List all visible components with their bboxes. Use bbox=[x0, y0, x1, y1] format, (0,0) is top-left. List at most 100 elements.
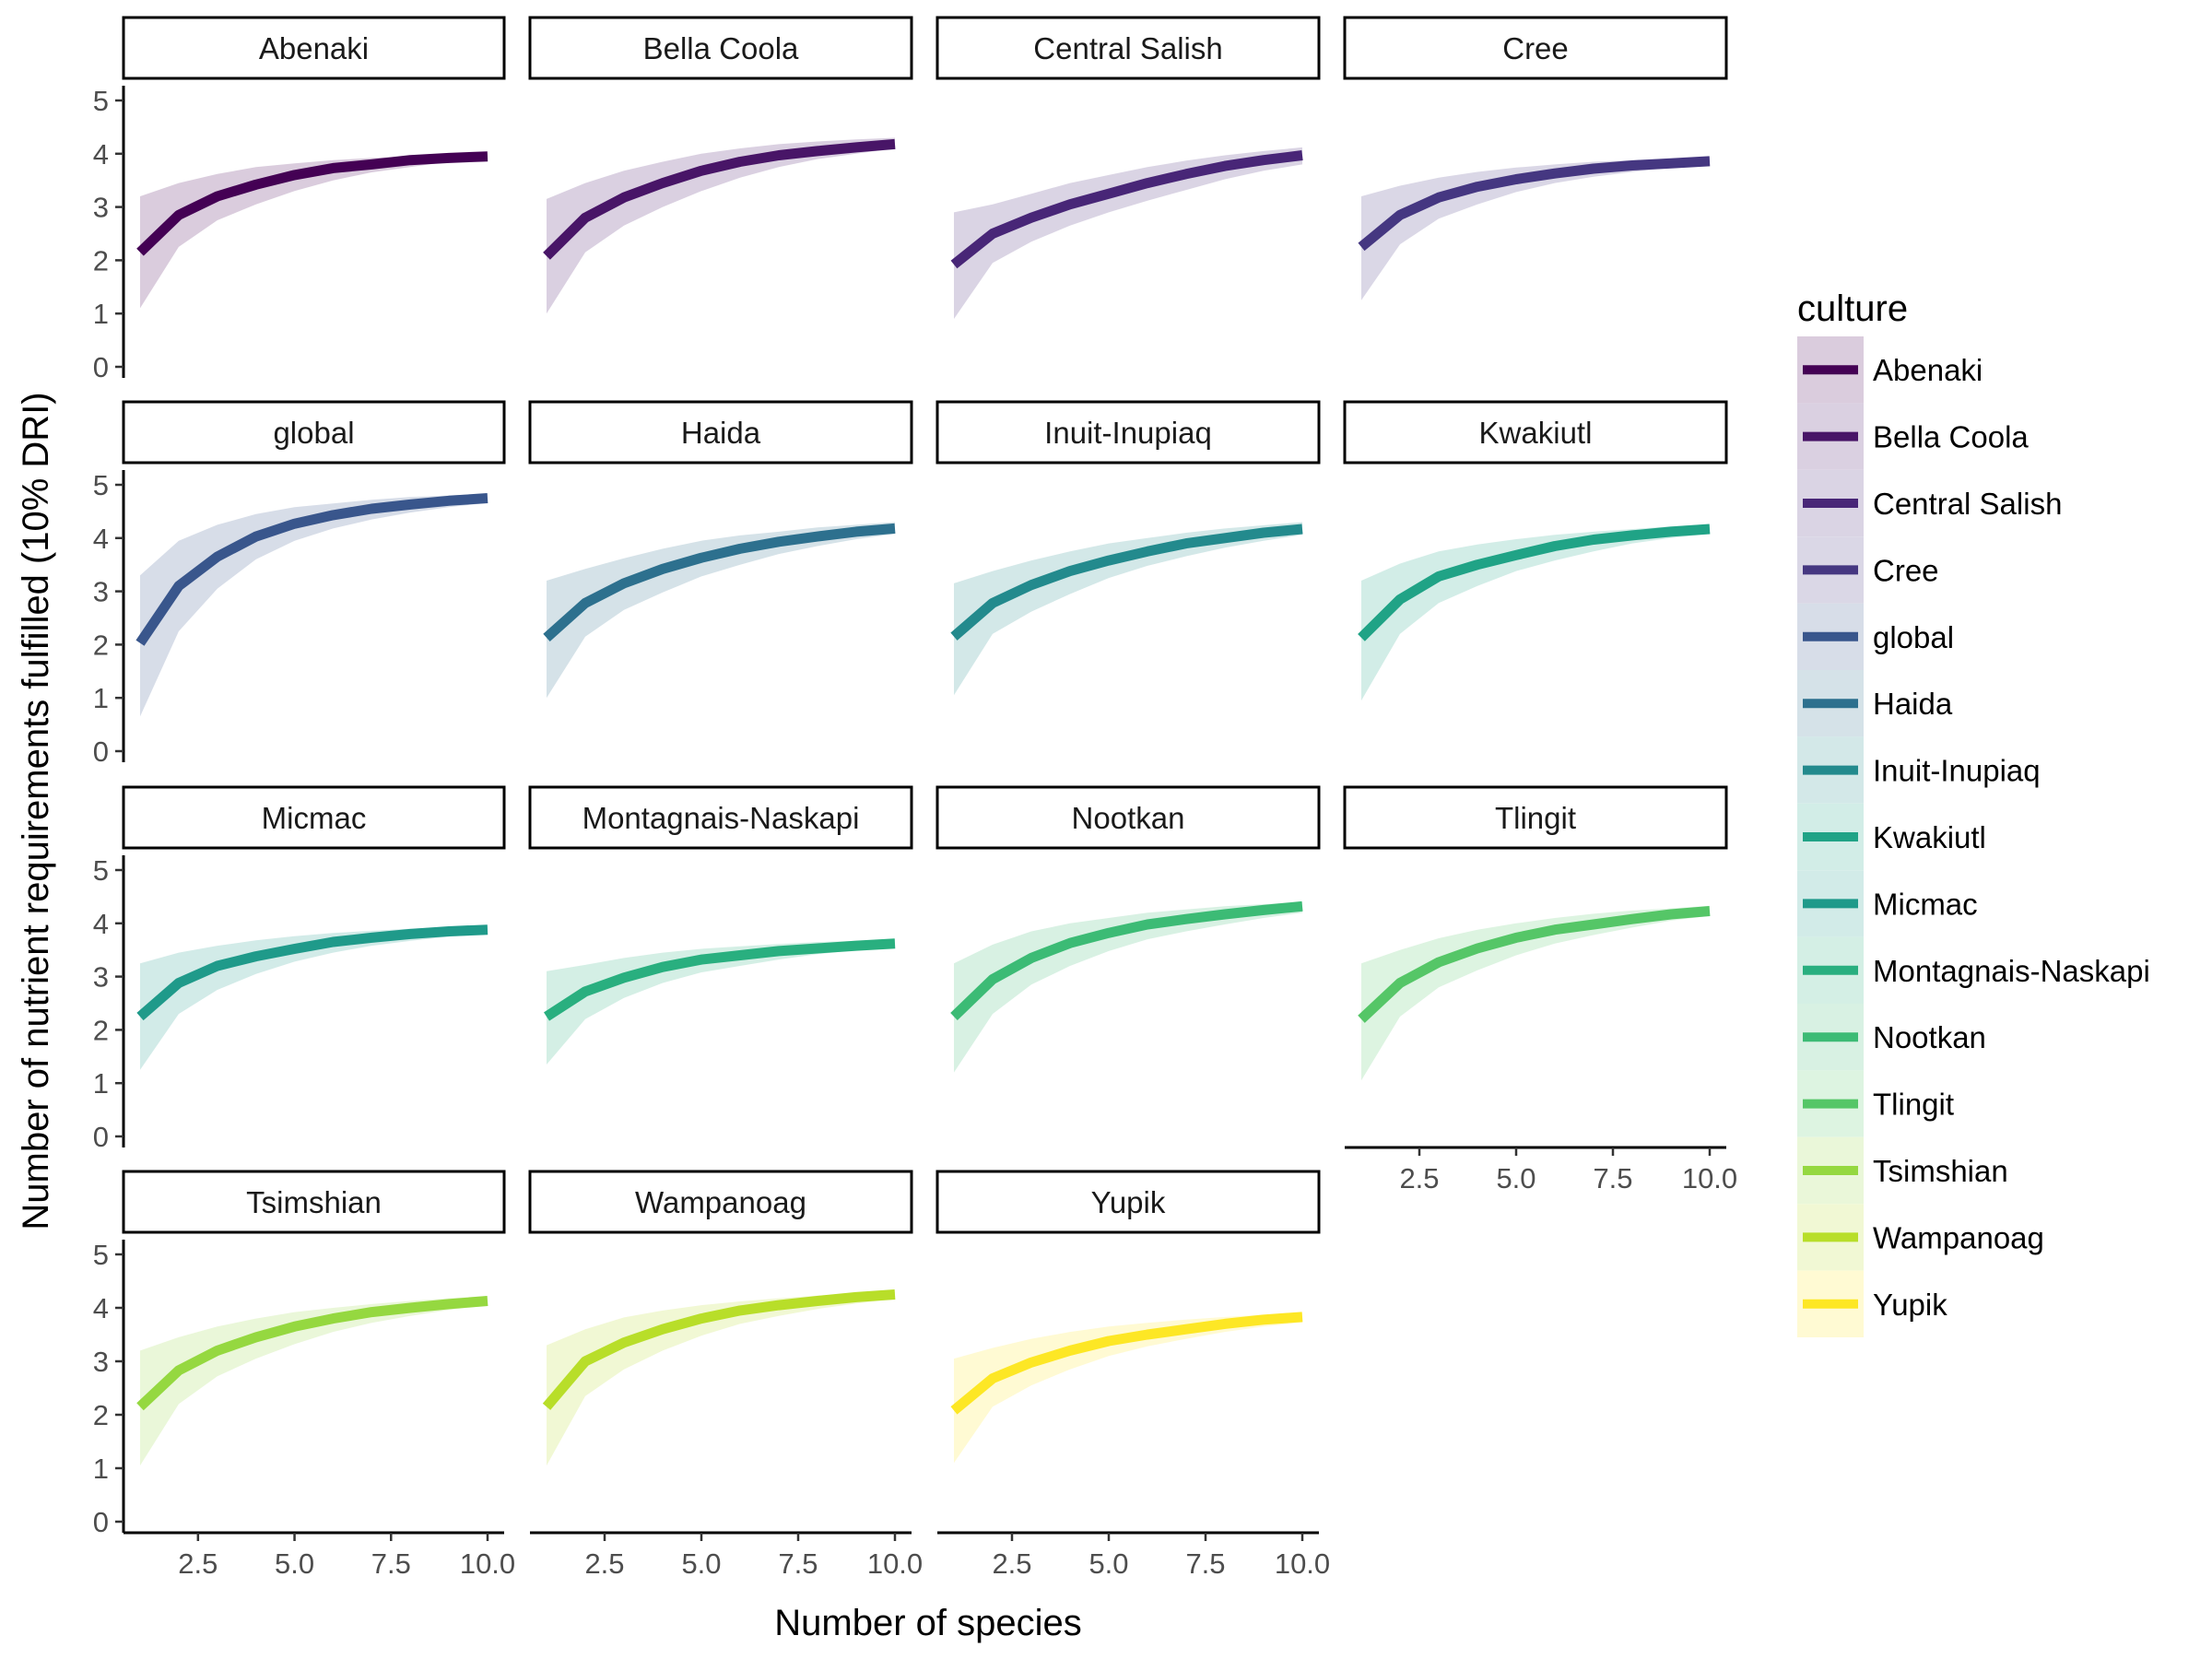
facet-panel-wampanoag: Wampanoag 2.5 5.0 7.5 10.0 bbox=[528, 1170, 923, 1580]
facet-strip bbox=[528, 785, 913, 850]
facet-strip-label: global bbox=[273, 416, 354, 450]
x-tick-label: 5.0 bbox=[681, 1547, 721, 1580]
x-tick-label: 7.5 bbox=[371, 1547, 411, 1580]
facet-strip-label: Haida bbox=[681, 416, 761, 450]
legend-entry-label: Kwakiutl bbox=[1873, 820, 1986, 854]
x-tick-label: 2.5 bbox=[178, 1547, 218, 1580]
y-tick-label: 5 bbox=[93, 854, 109, 887]
facet-strip-label: Micmac bbox=[262, 801, 367, 835]
x-axis-label: Number of species bbox=[774, 1603, 1081, 1643]
legend-entry-label: Abenaki bbox=[1873, 353, 1983, 387]
legend-entry-label: Yupik bbox=[1873, 1288, 1947, 1322]
y-tick-label: 4 bbox=[93, 138, 109, 171]
y-tick-label: 4 bbox=[93, 908, 109, 940]
y-tick-label: 1 bbox=[93, 682, 109, 714]
facet-strip-label: Inuit-Inupiaq bbox=[1044, 416, 1212, 450]
facet-panel-abenaki: Abenaki 0 1 2 3 4 5 bbox=[93, 16, 506, 383]
legend-entry-label: Bella Coola bbox=[1873, 420, 2029, 454]
y-tick-label: 3 bbox=[93, 192, 109, 224]
facet-strip-label: Yupik bbox=[1091, 1185, 1166, 1219]
x-tick-label: 10.0 bbox=[1275, 1547, 1330, 1580]
facet-strip-label: Abenaki bbox=[259, 31, 369, 65]
series-line bbox=[950, 150, 1303, 269]
facet-strip-label: Bella Coola bbox=[643, 31, 799, 65]
legend-entry-label: Nootkan bbox=[1873, 1020, 1986, 1054]
facet-panels: Abenaki 0 1 2 3 4 5 Bella Coola Central Salish Cr… bbox=[93, 16, 1737, 1580]
facet-panel-yupik: Yupik 2.5 5.0 7.5 10.0 bbox=[935, 1170, 1330, 1580]
facet-panel-global: global 0 1 2 3 4 5 bbox=[93, 400, 506, 768]
facet-strip bbox=[1343, 785, 1728, 850]
legend-title: culture bbox=[1797, 288, 1908, 329]
facet-strip bbox=[122, 16, 506, 80]
x-tick-label: 2.5 bbox=[992, 1547, 1031, 1580]
facet-strip-label: Tlingit bbox=[1495, 801, 1576, 835]
y-tick-label: 3 bbox=[93, 961, 109, 994]
series-line bbox=[136, 924, 488, 1021]
legend-entry-label: Montagnais-Naskapi bbox=[1873, 954, 2150, 988]
facet-strip-label: Nootkan bbox=[1072, 801, 1185, 835]
y-tick-label: 0 bbox=[93, 735, 109, 768]
series-line bbox=[950, 900, 1303, 1020]
confidence-band bbox=[547, 522, 895, 699]
facet-strip-label: Wampanoag bbox=[635, 1185, 806, 1219]
facet-strip bbox=[528, 1170, 913, 1234]
legend-entry-label: Micmac bbox=[1873, 887, 1978, 921]
y-tick-label: 1 bbox=[93, 1453, 109, 1485]
facet-strip bbox=[935, 16, 1321, 80]
confidence-band bbox=[1361, 905, 1710, 1081]
series-line bbox=[544, 938, 896, 1021]
facet-panel-micmac: Micmac 0 1 2 3 4 5 bbox=[93, 785, 506, 1153]
facet-panel-kwakiutl: Kwakiutl bbox=[1343, 400, 1728, 701]
facet-panel-cree: Cree bbox=[1343, 16, 1728, 300]
x-tick-label: 7.5 bbox=[778, 1547, 818, 1580]
x-tick-label: 7.5 bbox=[1185, 1547, 1225, 1580]
y-tick-label: 3 bbox=[93, 576, 109, 608]
y-tick-label: 5 bbox=[93, 469, 109, 501]
facet-strip-label: Montagnais-Naskapi bbox=[582, 801, 860, 835]
confidence-band bbox=[954, 1312, 1302, 1464]
y-tick-label: 0 bbox=[93, 1121, 109, 1153]
x-tick-label: 5.0 bbox=[275, 1547, 314, 1580]
facet-strip bbox=[1343, 16, 1728, 80]
x-tick-label: 2.5 bbox=[1399, 1162, 1439, 1194]
y-tick-label: 2 bbox=[93, 1399, 109, 1431]
facet-strip bbox=[935, 400, 1321, 465]
facet-panel-central-salish: Central Salish bbox=[935, 16, 1321, 319]
legend-entry-label: Haida bbox=[1873, 687, 1953, 721]
y-tick-label: 5 bbox=[93, 85, 109, 117]
series-line bbox=[950, 1312, 1303, 1415]
series-line bbox=[1358, 906, 1711, 1023]
x-tick-label: 10.0 bbox=[867, 1547, 923, 1580]
facet-panel-tsimshian: Tsimshian 0 1 2 3 4 5 2.5 5.0 7.5 10.0 bbox=[93, 1170, 515, 1580]
facet-strip-label: Cree bbox=[1502, 31, 1569, 65]
series-line bbox=[543, 138, 896, 260]
y-tick-label: 0 bbox=[93, 351, 109, 383]
y-tick-label: 4 bbox=[93, 523, 109, 555]
y-tick-label: 2 bbox=[93, 244, 109, 276]
series-line bbox=[543, 523, 896, 641]
y-axis-label: Number of nutrient requirements fulfille… bbox=[16, 392, 56, 1230]
confidence-band bbox=[140, 153, 488, 309]
legend-entry-label: Tsimshian bbox=[1873, 1154, 2008, 1188]
x-tick-label: 7.5 bbox=[1593, 1162, 1632, 1194]
facet-strip bbox=[122, 785, 506, 850]
series-line bbox=[950, 524, 1303, 641]
series-line bbox=[1358, 524, 1711, 641]
facet-panel-montagnais-naskapi: Montagnais-Naskapi bbox=[528, 785, 913, 1065]
x-tick-label: 10.0 bbox=[1682, 1162, 1737, 1194]
legend-entry-label: global bbox=[1873, 620, 1954, 654]
facet-panel-inuit-inupiaq: Inuit-Inupiaq bbox=[935, 400, 1321, 696]
facet-panel-nootkan: Nootkan bbox=[935, 785, 1321, 1073]
series-line bbox=[135, 493, 488, 646]
facet-strip bbox=[122, 400, 506, 465]
legend: culture Abenaki Bella Coola Central Salish… bbox=[1797, 288, 2150, 1337]
confidence-band bbox=[547, 137, 895, 314]
confidence-band bbox=[954, 522, 1302, 696]
legend-entry-label: Tlingit bbox=[1873, 1088, 1954, 1122]
y-tick-label: 0 bbox=[93, 1506, 109, 1538]
facet-strip bbox=[122, 1170, 506, 1234]
series-line bbox=[136, 151, 488, 256]
x-tick-label: 5.0 bbox=[1496, 1162, 1535, 1194]
facet-strip-label: Kwakiutl bbox=[1479, 416, 1593, 450]
